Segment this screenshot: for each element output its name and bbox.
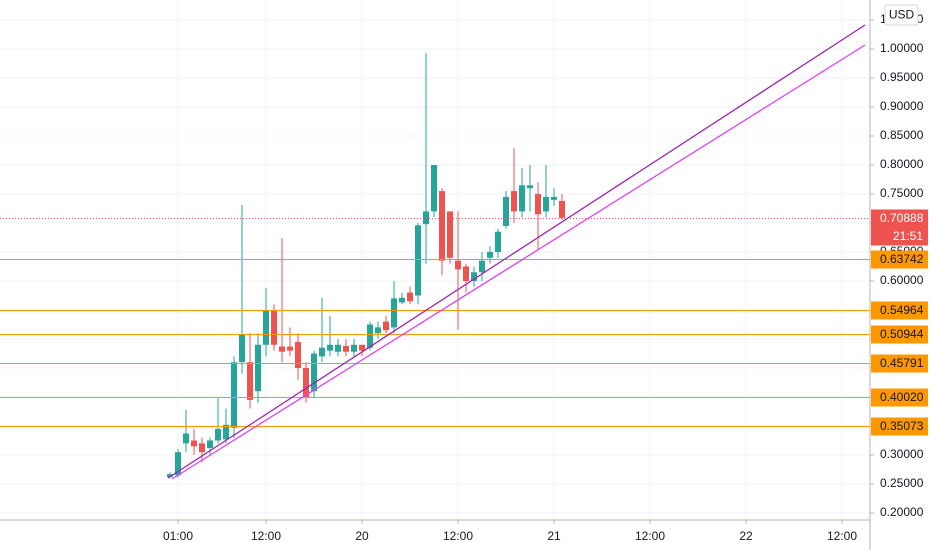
candle-body	[487, 251, 493, 258]
candle-body	[327, 344, 333, 351]
y-tick-label: 0.75000	[880, 186, 924, 200]
candle-body	[375, 327, 381, 334]
candle-body	[287, 346, 293, 351]
y-tick-label: 0.85000	[880, 128, 924, 142]
candle-body	[463, 266, 469, 281]
candle-body	[455, 260, 461, 270]
candle-body	[551, 196, 557, 200]
candle-body	[255, 344, 261, 392]
candle-body	[199, 443, 205, 453]
candle-body	[359, 344, 365, 351]
candle-body	[503, 196, 509, 226]
x-tick-label: 12:00	[635, 529, 665, 543]
level-label-box	[871, 250, 928, 269]
candle-body	[391, 298, 397, 328]
level-label: 0.40020	[880, 390, 924, 404]
candle-body	[495, 231, 501, 252]
level-label-box	[871, 301, 928, 320]
level-label-box	[871, 388, 928, 407]
last-price-label: 0.70888	[880, 211, 924, 225]
candle-body	[367, 324, 373, 348]
candle-body	[535, 193, 541, 215]
x-tick-label: 12:00	[443, 529, 473, 543]
candle-body	[423, 211, 429, 225]
y-tick-label: 0.30000	[880, 447, 924, 461]
candle-body	[447, 211, 453, 258]
candle-body	[175, 452, 181, 476]
level-label-box	[871, 417, 928, 436]
candle-body	[183, 433, 189, 444]
x-tick-label: 20	[355, 529, 369, 543]
candle-body	[383, 321, 389, 331]
candle-body	[303, 367, 309, 397]
level-label-box	[871, 325, 928, 344]
candle-body	[247, 362, 253, 400]
candle-body	[343, 345, 349, 352]
candle-body	[407, 292, 413, 302]
candle-body	[207, 440, 213, 449]
candle-body	[511, 191, 517, 212]
candle-body	[543, 196, 549, 212]
candle-body	[319, 347, 325, 357]
candle-body	[559, 200, 565, 218]
price-labels: 0.63742 0.54964 0.50944 0.45791 0.40020 0.350…	[871, 209, 928, 436]
level-label: 0.45791	[880, 356, 924, 370]
candle-body	[479, 260, 485, 273]
candle-body	[471, 272, 477, 281]
y-tick-label: 0.90000	[880, 99, 924, 113]
candle-body	[527, 185, 533, 189]
candle-body	[231, 362, 237, 428]
candle-body	[263, 309, 269, 345]
y-tick-label: 0.80000	[880, 157, 924, 171]
candle-body	[311, 353, 317, 392]
trend-line	[167, 24, 866, 479]
candle-body	[431, 165, 437, 212]
level-label: 0.50944	[880, 327, 924, 341]
candle-body	[223, 424, 229, 440]
x-tick-label: 12:00	[827, 529, 857, 543]
level-label: 0.54964	[880, 303, 924, 317]
candle-body	[519, 185, 525, 212]
y-tick-label: 0.25000	[880, 476, 924, 490]
y-tick-label: 0.95000	[880, 70, 924, 84]
level-label: 0.63742	[880, 252, 924, 266]
currency-box[interactable]	[884, 4, 919, 26]
x-tick-label: 01:00	[163, 529, 193, 543]
plot-area	[0, 24, 870, 480]
candle-body	[399, 297, 405, 303]
candle-body	[351, 344, 357, 352]
x-tick-label: 21	[547, 529, 561, 543]
trend-line	[171, 44, 866, 480]
candle-body	[215, 428, 221, 441]
candle-body	[335, 344, 341, 352]
countdown-label: 21:51	[893, 229, 923, 243]
candle-body	[239, 334, 245, 363]
candle-body	[271, 309, 277, 345]
currency[interactable]: USD	[889, 8, 915, 22]
level-label-box	[871, 354, 928, 373]
y-tick-label: 1.00000	[880, 41, 924, 55]
candle-body	[279, 346, 285, 352]
y-tick-label: 0.60000	[880, 273, 924, 287]
candle-body	[191, 440, 197, 447]
x-tick-label: 12:00	[251, 529, 281, 543]
candle-body	[295, 341, 301, 368]
last-price-box	[871, 209, 928, 246]
y-tick-label: 0.20000	[880, 505, 924, 519]
x-tick-label: 22	[739, 529, 753, 543]
candle-body	[167, 474, 173, 478]
candle-body	[439, 191, 445, 261]
candle-body	[415, 225, 421, 296]
level-label: 0.35073	[880, 419, 924, 433]
